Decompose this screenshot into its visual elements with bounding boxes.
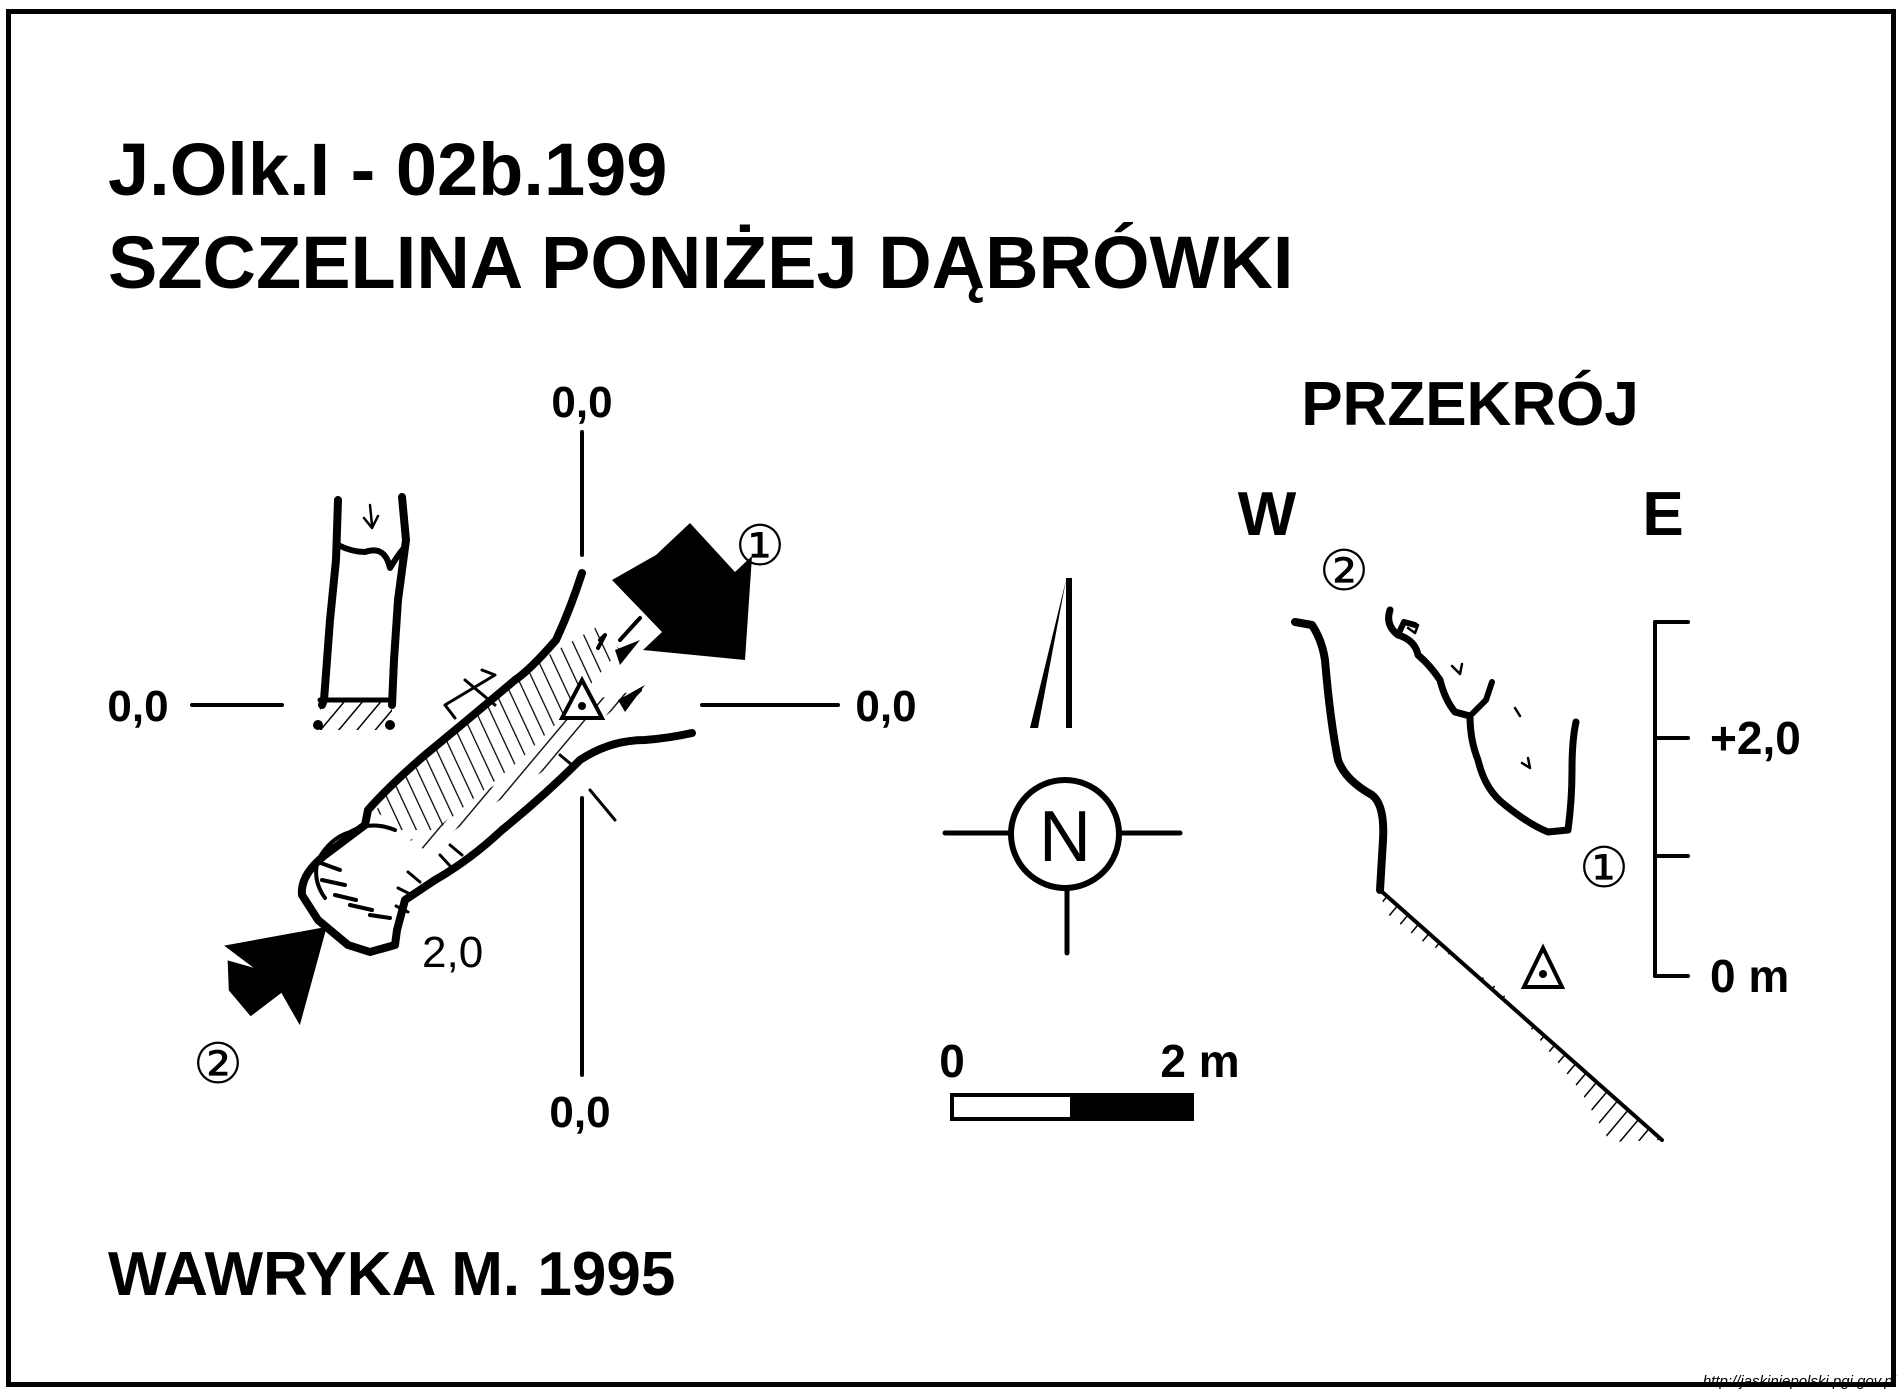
plan-axis-top-label: 0,0 xyxy=(551,378,612,427)
entrance-1-arrow-icon xyxy=(612,523,752,660)
section-survey-point-triangle-icon xyxy=(1520,943,1566,989)
scale-start-label: 0 xyxy=(939,1035,965,1087)
section-east-label: E xyxy=(1642,480,1683,549)
scale-bar: 0 2 m xyxy=(939,1035,1240,1121)
section-height-tick: +2,0 xyxy=(1710,712,1801,764)
plan-entrance-2-marker: ② xyxy=(193,1032,243,1095)
author-credit: WAWRYKA M. 1995 xyxy=(108,1240,675,1309)
section-west-wall xyxy=(1291,618,1388,894)
plan-cave-passage xyxy=(297,569,696,956)
plan-depth-label: 2,0 xyxy=(422,928,483,977)
section-east-wall xyxy=(1385,606,1580,836)
plan-view: 0,0 0,0 0,0 0,0 xyxy=(107,378,916,1137)
entrance-2-arrow-icon xyxy=(224,926,327,1026)
source-url: http://jaskiniepolski.pgi.gov.pl xyxy=(1703,1373,1897,1390)
section-entrance-1-marker: ① xyxy=(1579,836,1629,899)
section-view: PRZEKRÓJ W E ② ① +2,0 0 m xyxy=(1238,370,1801,1142)
section-height-tick: 0 m xyxy=(1710,950,1789,1002)
plan-direction-arrow-icon xyxy=(615,640,640,665)
section-west-label: W xyxy=(1238,480,1297,549)
section-entrance-2-marker: ② xyxy=(1319,539,1369,602)
plan-axis-left-label: 0,0 xyxy=(107,682,168,731)
scale-end-label: 2 m xyxy=(1160,1035,1239,1087)
north-compass: N xyxy=(942,578,1183,956)
survey-point-triangle-icon xyxy=(558,675,606,720)
map-frame xyxy=(6,9,1896,1387)
cave-code: J.Olk.I - 02b.199 xyxy=(108,128,667,211)
plan-axis-right-label: 0,0 xyxy=(855,682,916,731)
section-title: PRZEKRÓJ xyxy=(1301,370,1639,439)
plan-axis-bottom-label: 0,0 xyxy=(549,1088,610,1137)
north-arrow-icon xyxy=(1066,578,1072,728)
cave-name: SZCZELINA PONIŻEJ DĄBRÓWKI xyxy=(108,221,1293,304)
plan-entrance-1-marker: ① xyxy=(735,514,785,577)
plan-direction-arrow-icon xyxy=(618,685,645,712)
plan-cross-section-inset xyxy=(313,493,410,730)
compass-north-label: N xyxy=(1039,797,1091,877)
